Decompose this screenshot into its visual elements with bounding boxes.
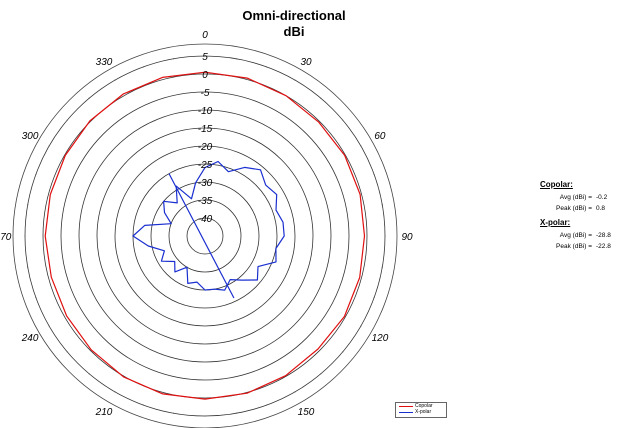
angle-tick [88,97,90,99]
angle-tick [360,145,362,147]
angle-tick [66,119,68,121]
legend-swatch-xpolar [399,411,413,413]
ring-label: 0 [202,70,208,81]
series-copolar-line [44,71,366,400]
angle-tick [66,351,68,353]
series-layer [44,71,366,400]
xpolar-header: X-polar: [540,218,571,227]
angle-tick [373,296,375,299]
angle-tick [24,235,26,237]
angle-label-300: 300 [22,131,39,142]
angle-tick [320,97,322,99]
grid-ring [186,217,224,255]
legend-label-copolar: Copolar [415,403,433,409]
angle-tick [342,119,344,121]
angle-tick [204,415,206,417]
angle-tick [265,404,268,406]
angle-tick [48,325,50,327]
chart-title: Omni-directional [242,8,345,23]
ring-label: -15 [198,124,213,135]
angle-tick [373,173,375,176]
angle-label-30: 30 [300,57,312,68]
angle-tick [35,173,37,176]
angle-tick [114,391,116,393]
angle-tick [27,266,29,268]
copolar-avg-row: Avg (dBi) = -0.2 [540,192,618,203]
angle-tick [294,391,296,393]
copolar-peak-label: Peak (dBi) = [556,205,592,212]
ring-label: -5 [201,88,210,99]
angle-tick [320,373,322,375]
label-layer: 030609012015018021024027030033050-5-10-1… [0,30,413,418]
legend-item-xpolar: X-polar [396,409,446,415]
angle-tick [88,373,90,375]
xpolar-avg-row: Avg (dBi) = -28.8 [540,230,618,241]
angle-tick [48,145,50,147]
grid-ring [60,91,350,381]
angle-tick [142,404,145,406]
angle-tick [294,79,296,81]
ring-label: -10 [198,106,213,117]
grid-ring [42,73,368,399]
grid-ring [114,145,296,327]
grid-ring [168,199,242,273]
chart-legend: Copolar X-polar [395,402,447,418]
grid-ring-outer [12,43,398,428]
xpolar-avg-value: -28.8 [596,232,611,239]
ring-label: -35 [198,196,213,207]
ring-label: -25 [198,160,213,171]
xpolar-peak-value: -22.8 [596,243,611,250]
angle-label-270: 270 [0,232,12,243]
polar-grid [12,43,398,428]
angle-tick [235,58,237,60]
angle-label-210: 210 [95,407,113,418]
legend-swatch-copolar [399,405,413,407]
angle-tick [381,204,383,206]
angle-label-0: 0 [202,30,208,41]
angle-tick [265,66,268,68]
xpolar-spike [168,173,235,299]
angle-tick [35,296,37,299]
copolar-avg-label: Avg (dBi) = [559,194,592,201]
xpolar-peak-label: Peak (dBi) = [556,243,592,250]
angle-tick [342,351,344,353]
stats-panel: Copolar: Avg (dBi) = -0.2 Peak (dBi) = 0… [540,180,618,252]
ring-label: -40 [198,214,213,225]
ring-label: -20 [198,142,213,153]
copolar-avg-value: -0.2 [596,194,608,201]
angle-tick [360,325,362,327]
copolar-peak-value: 0.8 [596,205,606,212]
angle-label-330: 330 [96,57,113,68]
angle-label-240: 240 [21,333,39,344]
xpolar-avg-label: Avg (dBi) = [559,232,592,239]
angle-label-60: 60 [374,131,386,142]
angle-tick [173,58,175,60]
legend-item-copolar: Copolar [396,403,446,409]
copolar-peak-row: Peak (dBi) = 0.8 [540,203,618,214]
angle-tick [173,412,175,414]
angle-tick [384,235,386,237]
angle-label-90: 90 [401,232,413,243]
angle-tick [27,204,29,206]
ring-label: -30 [198,178,213,189]
grid-ring [96,127,314,345]
angle-label-120: 120 [372,333,389,344]
angle-tick [142,66,145,68]
angle-tick [235,412,237,414]
legend-label-xpolar: X-polar [415,409,432,415]
angle-tick [204,55,206,57]
ring-label: 5 [202,52,208,63]
series-xpolar-line [132,160,285,291]
angle-tick [114,79,116,81]
xpolar-peak-row: Peak (dBi) = -22.8 [540,241,618,252]
angle-tick [381,266,383,268]
copolar-header: Copolar: [540,180,573,189]
chart-subtitle: dBi [284,24,305,39]
grid-ring [78,109,332,363]
angle-label-150: 150 [298,407,315,418]
